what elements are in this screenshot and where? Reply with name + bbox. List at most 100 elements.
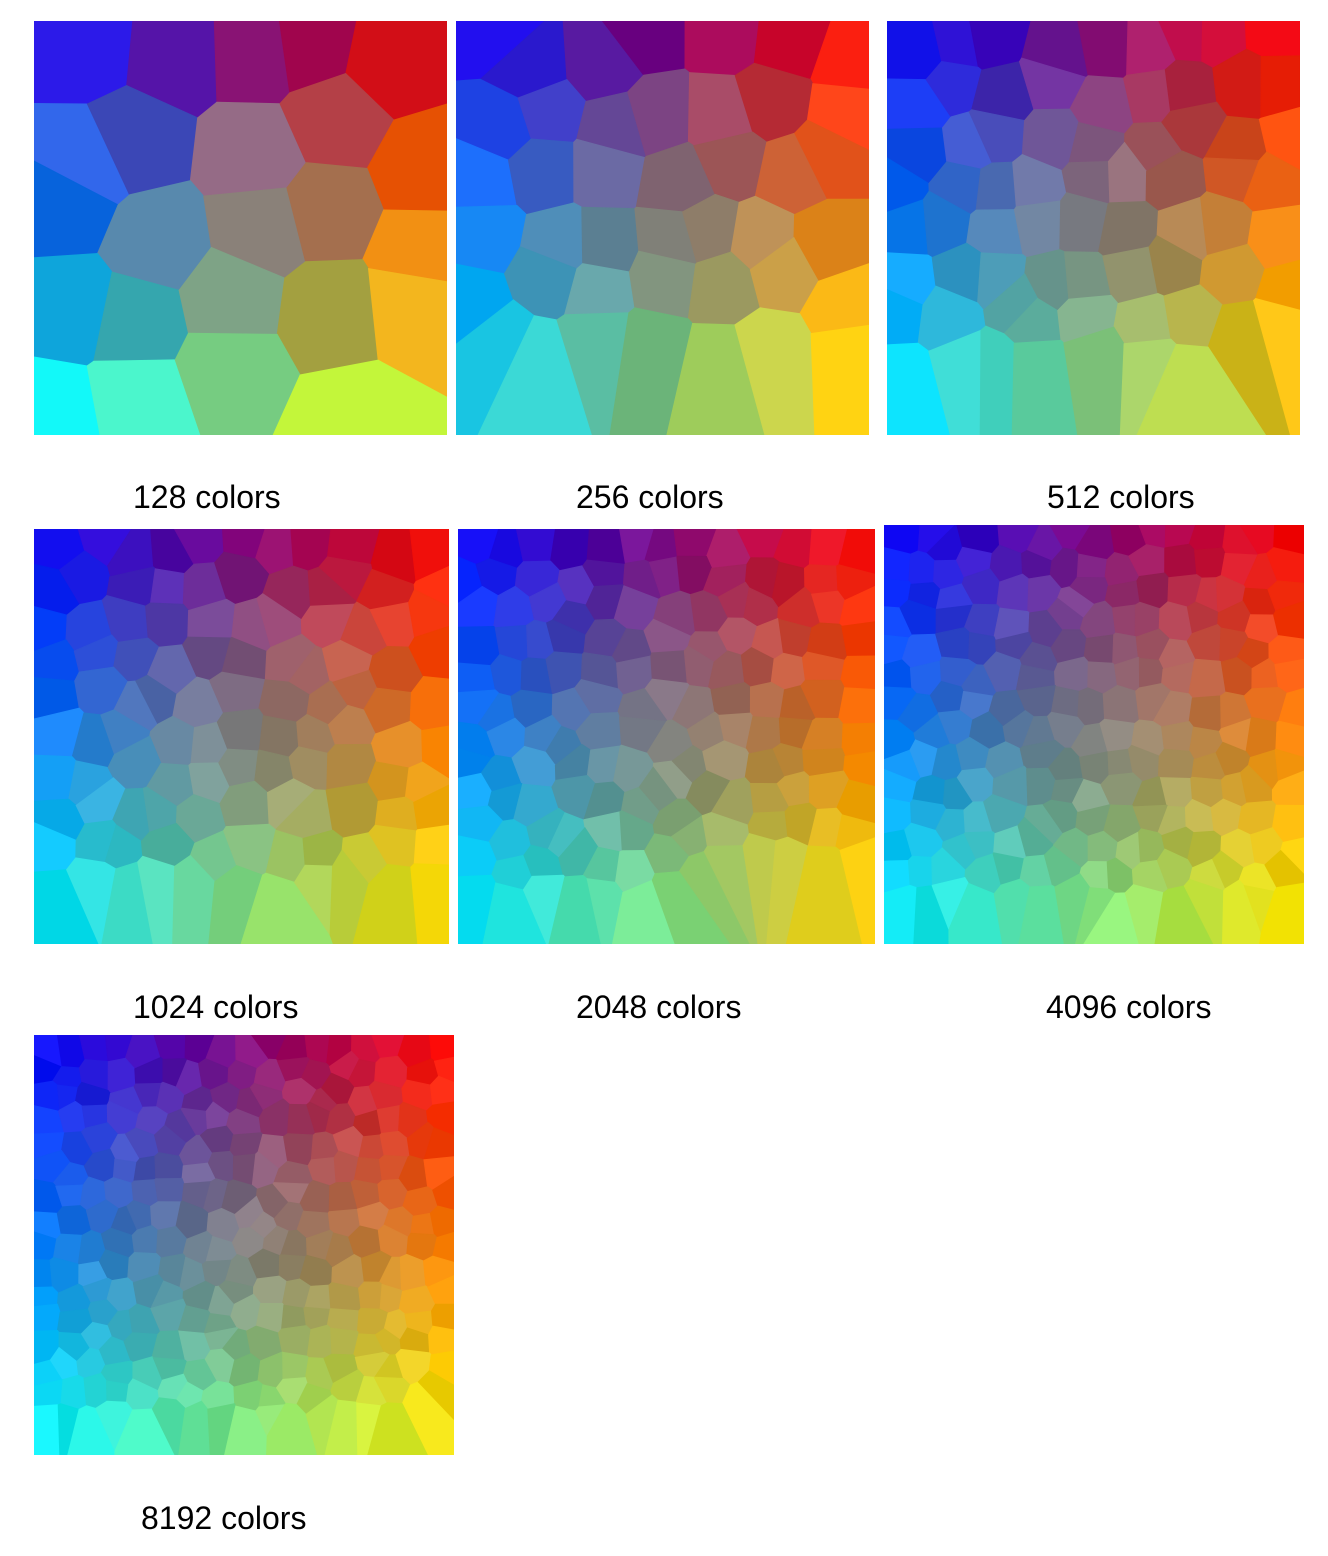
voronoi-cell: [367, 1402, 428, 1455]
caption-256-colors: 256 colors: [576, 479, 724, 515]
caption-2048-colors: 2048 colors: [576, 989, 742, 1025]
voronoi-cell: [581, 206, 640, 273]
voronoi-cell: [1273, 600, 1304, 640]
voronoi-cell: [1188, 695, 1222, 732]
voronoi-cell: [353, 1156, 383, 1185]
voronoi-cell: [429, 1035, 454, 1062]
voronoi-cell: [154, 1177, 185, 1203]
voronoi-cell: [838, 687, 875, 725]
voronoi-cell: [1274, 748, 1304, 782]
voronoi-cell: [358, 1281, 383, 1310]
voronoi-cell: [1194, 547, 1226, 579]
voronoi-cell: [966, 209, 1024, 256]
voronoi-cell: [306, 1324, 333, 1359]
voronoi-cell: [252, 1275, 288, 1304]
voronoi-cell: [60, 1374, 87, 1410]
voronoi-cell: [56, 1205, 92, 1236]
voronoi-cell: [458, 662, 496, 693]
voronoi-cell: [1275, 720, 1304, 758]
voronoi-image-256: [456, 21, 869, 435]
voronoi-cell: [277, 1325, 312, 1357]
voronoi-cell: [266, 1402, 318, 1455]
voronoi-image-8192: [34, 1035, 454, 1455]
voronoi-cell: [429, 1205, 454, 1238]
voronoi-cell: [840, 655, 875, 690]
voronoi-cell: [841, 621, 875, 657]
voronoi-cell: [1267, 580, 1304, 612]
voronoi-cell: [1258, 106, 1300, 171]
voronoi-cell: [326, 1308, 360, 1332]
voronoi-cell: [1136, 343, 1267, 435]
voronoi-cell: [839, 837, 875, 944]
voronoi-cell: [276, 259, 379, 376]
voronoi-cell: [884, 884, 918, 944]
caption-1024-colors: 1024 colors: [133, 989, 299, 1025]
voronoi-cell: [841, 722, 875, 757]
voronoi-cell: [1244, 21, 1300, 57]
voronoi-mosaic: [34, 21, 447, 435]
voronoi-image-128: [34, 21, 447, 435]
voronoi-cell: [1077, 687, 1105, 727]
voronoi-cell: [325, 782, 379, 839]
voronoi-mosaic: [884, 525, 1304, 944]
caption-512-colors: 512 colors: [1047, 479, 1195, 515]
voronoi-cell: [1161, 720, 1194, 752]
caption-4096-colors: 4096 colors: [1046, 989, 1212, 1025]
voronoi-cell: [770, 652, 806, 691]
voronoi-cell: [413, 565, 449, 608]
voronoi-cell: [272, 359, 447, 435]
voronoi-cell: [408, 625, 449, 680]
voronoi-cell: [318, 556, 373, 602]
voronoi-cell: [515, 529, 556, 563]
voronoi-cell: [149, 568, 185, 605]
voronoi-mosaic: [34, 1035, 454, 1455]
voronoi-image-512: [887, 21, 1300, 435]
voronoi-cell: [586, 529, 626, 565]
voronoi-cell: [803, 564, 839, 595]
voronoi-image-2048: [458, 529, 875, 944]
voronoi-cell: [283, 1133, 314, 1167]
voronoi-cell: [145, 602, 189, 648]
voronoi-cell: [1164, 543, 1198, 579]
voronoi-cell: [417, 1370, 454, 1421]
voronoi-cell: [430, 1303, 454, 1331]
voronoi-mosaic: [887, 21, 1300, 435]
voronoi-cell: [1273, 525, 1304, 556]
voronoi-cell: [810, 324, 869, 435]
voronoi-mosaic: [456, 21, 869, 435]
voronoi-mosaic: [458, 529, 875, 944]
voronoi-cell: [34, 1258, 53, 1288]
voronoi-cell: [105, 1380, 130, 1403]
voronoi-cell: [1259, 882, 1304, 944]
voronoi-cell: [358, 1134, 385, 1160]
voronoi-cell: [1083, 634, 1115, 664]
caption-8192-colors: 8192 colors: [141, 1500, 307, 1536]
voronoi-cell: [34, 1404, 61, 1455]
voronoi-cell: [429, 1075, 454, 1106]
voronoi-image-1024: [34, 529, 449, 944]
voronoi-cell: [213, 21, 291, 105]
caption-128-colors: 128 colors: [133, 479, 281, 515]
voronoi-cell: [907, 855, 933, 889]
voronoi-cell: [281, 1304, 307, 1330]
voronoi-cell: [1266, 547, 1304, 584]
voronoi-cell: [1138, 657, 1164, 689]
voronoi-cell: [34, 1303, 61, 1332]
voronoi-cell: [838, 529, 875, 575]
voronoi-cell: [413, 824, 449, 866]
voronoi-cell: [1111, 604, 1136, 637]
voronoi-cell: [154, 1152, 184, 1180]
voronoi-cell: [1264, 849, 1304, 888]
voronoi-cell: [1188, 525, 1227, 551]
voronoi-cell: [410, 863, 449, 944]
voronoi-cell: [282, 1351, 310, 1380]
voronoi-cell: [650, 650, 688, 684]
voronoi-cell: [258, 715, 300, 758]
voronoi-cell: [458, 625, 501, 666]
voronoi-cell: [749, 681, 785, 719]
voronoi-cell: [409, 529, 449, 582]
voronoi-cell: [376, 1104, 401, 1134]
voronoi-cell: [979, 325, 1015, 435]
voronoi-cell: [1188, 658, 1227, 699]
voronoi-cell: [1253, 298, 1300, 435]
